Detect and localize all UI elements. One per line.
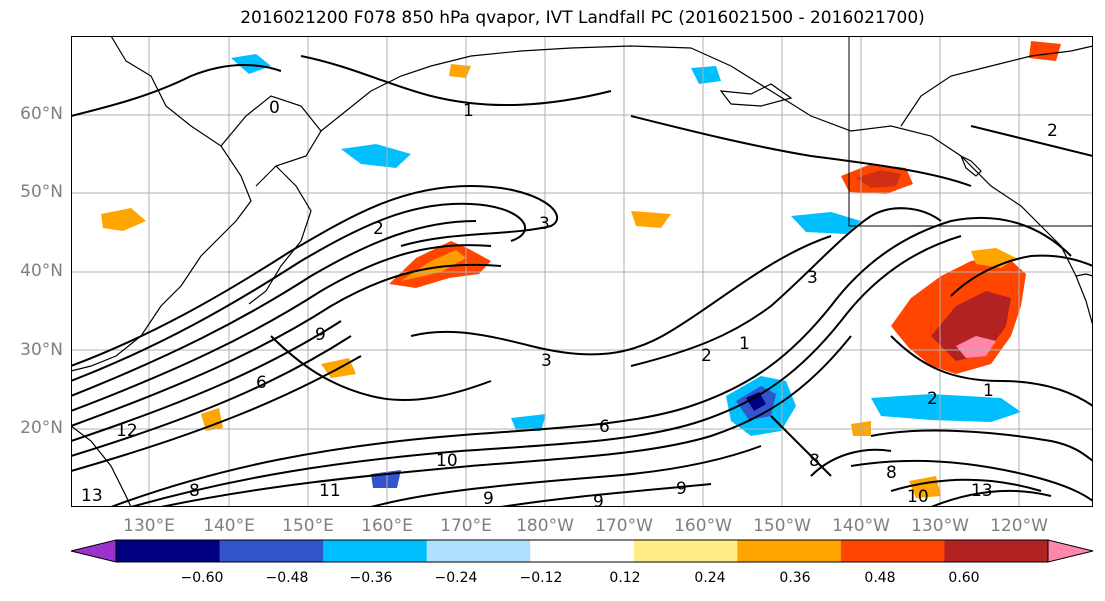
colorbar-segment [944,540,1049,562]
contour-label: 2 [927,389,938,409]
map-panel: 0 1 2 3 3 6 8 9 10 11 12 13 1 2 3 8 9 2 … [71,36,1093,507]
colorbar-segment [426,540,531,562]
colorbar-segment [530,540,635,562]
contour-label: 1 [463,101,474,121]
contour-label: 13 [971,481,993,501]
contour-label: 6 [256,373,267,393]
colorbar-right-extension [1047,539,1094,563]
contour-label: 10 [436,451,458,471]
lon-label-170w: 170°W [595,516,653,536]
colorbar-tick: −0.36 [349,570,393,586]
colorbar-tick: 0.12 [609,570,641,586]
lat-label-40: 40°N [20,261,63,281]
contour-label: 2 [1047,121,1058,141]
contour-label: 10 [907,487,929,507]
colorbar-tick: 0.48 [864,570,896,586]
colorbar-tick: −0.48 [265,570,309,586]
contour-label: 6 [599,417,610,437]
colorbar-segment [633,540,738,562]
contour-label: 0 [269,98,280,118]
contour-label: 9 [483,489,494,507]
colorbar-tick: −0.12 [519,570,563,586]
lon-label-130w: 130°W [911,516,969,536]
colorbar-segments [116,540,1049,562]
contour-label: 9 [676,479,687,499]
colorbar-segment [116,540,221,562]
contour-label: 3 [541,351,552,371]
lat-label-20: 20°N [20,418,63,438]
contour-labels: 0 1 2 3 3 6 8 9 10 11 12 13 1 2 3 8 9 2 … [81,98,1058,507]
lat-label-50: 50°N [20,182,63,202]
map-canvas: 0 1 2 3 3 6 8 9 10 11 12 13 1 2 3 8 9 2 … [71,36,1093,507]
lon-label-140e: 140°E [203,516,255,536]
contour-label: 8 [886,463,897,483]
contour-label: 13 [81,486,103,506]
contour-label: 2 [373,219,384,239]
colorbar-segment [219,540,324,562]
lon-label-130e: 130°E [123,516,175,536]
map-title: 2016021200 F078 850 hPa qvapor, IVT Land… [240,8,925,28]
contour-label: 12 [116,421,138,441]
colorbar-tick: 0.36 [779,570,811,586]
colorbar-segment [323,540,428,562]
lon-label-140w: 140°W [832,516,890,536]
contour-label: 3 [807,268,818,288]
contour-label: 3 [539,214,550,234]
contour-label: 9 [315,325,326,345]
lon-label-160w: 160°W [674,516,732,536]
lon-label-180w: 180°W [516,516,574,536]
colorbar-tick: −0.24 [434,570,478,586]
lat-label-30: 30°N [20,340,63,360]
ivt-contours [71,55,1093,507]
lon-label-150e: 150°E [282,516,334,536]
lon-label-160e: 160°E [361,516,413,536]
contour-label: 9 [593,492,604,507]
lat-label-60: 60°N [20,104,63,124]
contour-label: 1 [983,381,994,401]
contour-label: 8 [809,451,820,471]
lon-label-120w: 120°W [990,516,1048,536]
contour-label: 8 [189,481,200,501]
colorbar-tick: 0.60 [948,570,980,586]
colorbar-segment [840,540,945,562]
contour-label: 2 [701,346,712,366]
contour-label: 1 [739,334,750,354]
lon-label-150w: 150°W [753,516,811,536]
contour-label: 11 [319,481,341,501]
lon-label-170e: 170°E [440,516,492,536]
colorbar [70,539,1094,563]
colorbar-tick: 0.24 [694,570,726,586]
colorbar-left-extension [70,539,117,563]
colorbar-segment [737,540,842,562]
graticule [71,36,1093,507]
coastlines [71,36,1093,507]
colorbar-tick: −0.60 [180,570,224,586]
